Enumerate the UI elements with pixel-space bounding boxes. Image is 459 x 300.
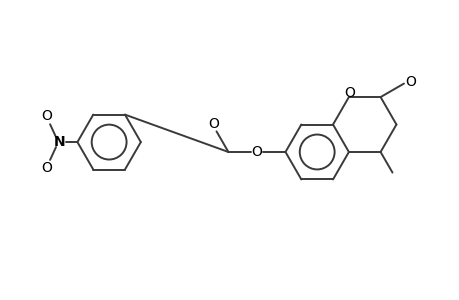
- Text: O: O: [404, 75, 415, 88]
- Text: O: O: [344, 86, 354, 100]
- Text: O: O: [251, 145, 262, 159]
- Text: O: O: [42, 109, 52, 123]
- Text: O: O: [207, 118, 218, 131]
- Text: O: O: [42, 161, 52, 175]
- Text: N: N: [54, 135, 66, 149]
